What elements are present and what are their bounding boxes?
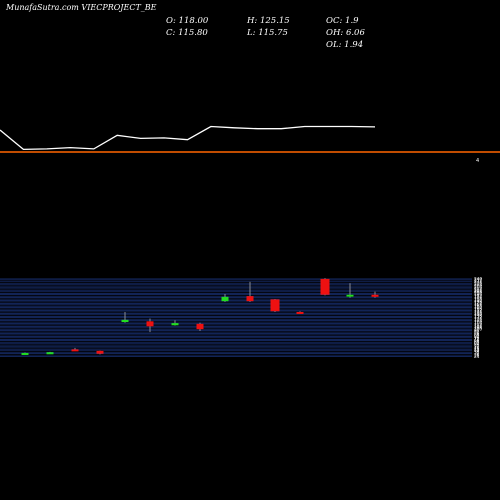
y-tick-label: 112 [474, 322, 482, 327]
y-tick-label: 228 [474, 281, 482, 286]
y-tick-label: 64 [474, 340, 480, 345]
candle-body [346, 294, 354, 297]
y-tick-label: 116 [474, 321, 482, 326]
candle-body [171, 323, 179, 326]
price-grid [0, 278, 472, 357]
y-tick-label: 124 [474, 318, 482, 323]
y-tick-label: 204 [474, 289, 482, 294]
y-tick-label: 36 [474, 350, 480, 355]
y-tick-label: 84 [474, 332, 480, 337]
y-tick-label: 80 [474, 334, 480, 339]
y-tick-label: 172 [474, 301, 482, 306]
y-tick-label: 184 [474, 296, 482, 301]
y-tick-label: 180 [474, 298, 482, 303]
candle-body [21, 352, 29, 355]
y-tick-label: 176 [474, 299, 482, 304]
open-value: O: 118.00 [166, 16, 209, 26]
candle-body [320, 278, 330, 295]
symbol-label: VIECPROJECT_BE [81, 3, 157, 12]
y-tick-label: 68 [474, 338, 480, 343]
ol-value: OL: 1.94 [326, 40, 364, 50]
y-tick-label: 28 [474, 353, 480, 358]
y-tick-label: 128 [474, 317, 482, 322]
y-tick-label: 196 [474, 292, 482, 297]
site-title: MunafaSutra.com [6, 3, 79, 12]
chart-header: MunafaSutra.com VIECPROJECT_BE [6, 3, 157, 12]
candle-body [71, 349, 79, 352]
y-tick-label: 168 [474, 302, 482, 307]
high-value: H: 125.15 [247, 16, 290, 26]
y-tick-label: 108 [474, 324, 482, 329]
y-tick-label: 240 [474, 276, 482, 281]
y-tick-label: 148 [474, 309, 482, 314]
y-tick-label: 76 [474, 335, 480, 340]
price-line [0, 125, 376, 151]
y-tick-label: 144 [474, 311, 482, 316]
y-tick-label: 104 [474, 325, 482, 330]
y-tick-label: 120 [474, 319, 482, 324]
y-tick-label: 152 [474, 308, 482, 313]
y-tick-label: 232 [474, 279, 482, 284]
candle-body [46, 352, 54, 355]
y-tick-label: 96 [474, 328, 480, 333]
candle-body [221, 296, 229, 302]
low-value: L: 115.75 [247, 28, 288, 38]
y-tick-label: 140 [474, 312, 482, 317]
y-axis-ticks: 2402372322282242202162122082042001961921… [474, 276, 482, 359]
y-tick-label: 160 [474, 305, 482, 310]
y-tick-label: 88 [474, 331, 480, 336]
candle-body [146, 321, 154, 327]
y-tick-label: 192 [474, 294, 482, 299]
candle-body [96, 350, 104, 354]
y-tick-label: 220 [474, 283, 482, 288]
y-tick-label: 224 [474, 282, 482, 287]
candle-body [246, 296, 254, 302]
y-tick-label: 164 [474, 304, 482, 309]
y-tick-label: 40 [474, 348, 480, 353]
y-tick-label: 188 [474, 295, 482, 300]
y-tick-label: 208 [474, 288, 482, 293]
divider-marker: 4 [476, 158, 479, 164]
y-tick-label: 100 [474, 327, 482, 332]
y-tick-label: 136 [474, 314, 482, 319]
y-tick-label: 32 [474, 351, 480, 356]
y-tick-label: 44 [474, 347, 480, 352]
line-chart [0, 125, 376, 151]
y-tick-label: 56 [474, 342, 480, 347]
close-value: C: 115.80 [166, 28, 208, 38]
y-tick-label: 156 [474, 306, 482, 311]
oh-value: OH: 6.06 [326, 28, 365, 38]
y-tick-label: 216 [474, 285, 482, 290]
y-tick-label: 24 [474, 354, 480, 359]
candle-body [371, 294, 379, 297]
candle-body [121, 319, 129, 323]
y-tick-label: 237 [474, 277, 482, 282]
candle-body [270, 299, 280, 312]
y-tick-label: 48 [474, 345, 480, 350]
y-tick-label: 92 [474, 330, 480, 335]
y-tick-label: 200 [474, 291, 482, 296]
y-tick-label: 132 [474, 315, 482, 320]
y-tick-label: 60 [474, 341, 480, 346]
oc-value: OC: 1.9 [326, 16, 359, 26]
candle-body [196, 323, 204, 330]
candlestick-chart [21, 278, 379, 355]
y-tick-label: 212 [474, 286, 482, 291]
candle-body [296, 311, 304, 314]
y-tick-label: 72 [474, 337, 480, 342]
y-tick-label: 52 [474, 344, 480, 349]
